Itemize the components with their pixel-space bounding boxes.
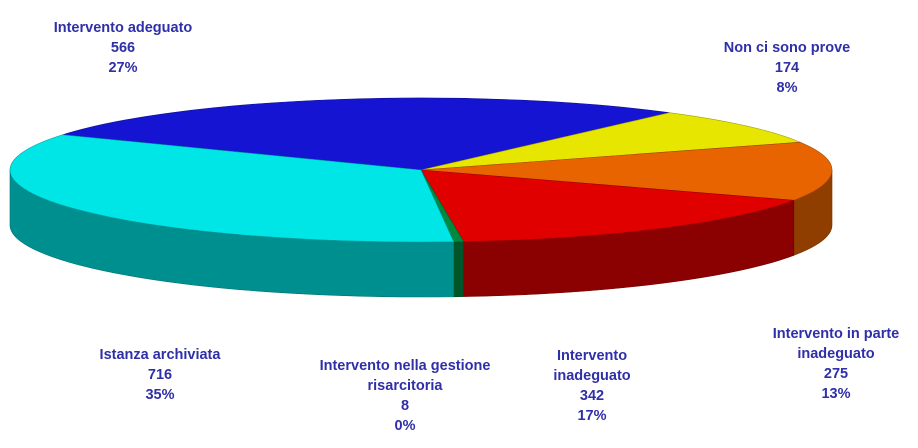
label-name: Istanza archiviata — [99, 347, 221, 363]
slice — [9, 134, 455, 243]
label-percent: 35% — [145, 387, 175, 403]
label-percent: 8% — [776, 80, 798, 96]
slice-label: Istanza archiviata 716 35% — [60, 345, 260, 405]
label-percent: 0% — [394, 418, 416, 434]
label-value: 174 — [774, 60, 800, 76]
slice-side — [453, 241, 464, 298]
label-name: Intervento inadeguato — [553, 348, 631, 384]
slice — [62, 97, 670, 171]
label-value: 275 — [823, 366, 849, 382]
slice-label: Intervento adeguato 566 27% — [23, 18, 223, 78]
label-name: Non ci sono prove — [723, 40, 851, 56]
label-name: Intervento in parte inadeguato — [772, 326, 900, 362]
label-value: 342 — [579, 388, 605, 404]
label-value: 566 — [110, 40, 136, 56]
label-value: 8 — [400, 398, 410, 414]
label-percent: 13% — [821, 386, 851, 402]
slice-tops — [9, 97, 833, 243]
slice — [420, 169, 794, 242]
label-percent: 27% — [108, 60, 138, 76]
slice-label: Intervento inadeguato 342 17% — [545, 346, 640, 426]
slice — [420, 112, 801, 171]
label-percent: 17% — [577, 408, 607, 424]
label-name: Intervento nella gestione risarcitoria — [319, 358, 491, 394]
slice-label: Intervento nella gestione risarcitoria 8 0… — [318, 356, 493, 436]
slice-label: Non ci sono prove 174 8% — [687, 38, 887, 98]
label-value: 716 — [147, 367, 173, 383]
slice — [420, 141, 833, 201]
slice-label: Intervento in parte inadeguato 275 13% — [756, 324, 916, 404]
side-walls — [9, 169, 833, 298]
label-name: Intervento adeguato — [53, 20, 193, 36]
